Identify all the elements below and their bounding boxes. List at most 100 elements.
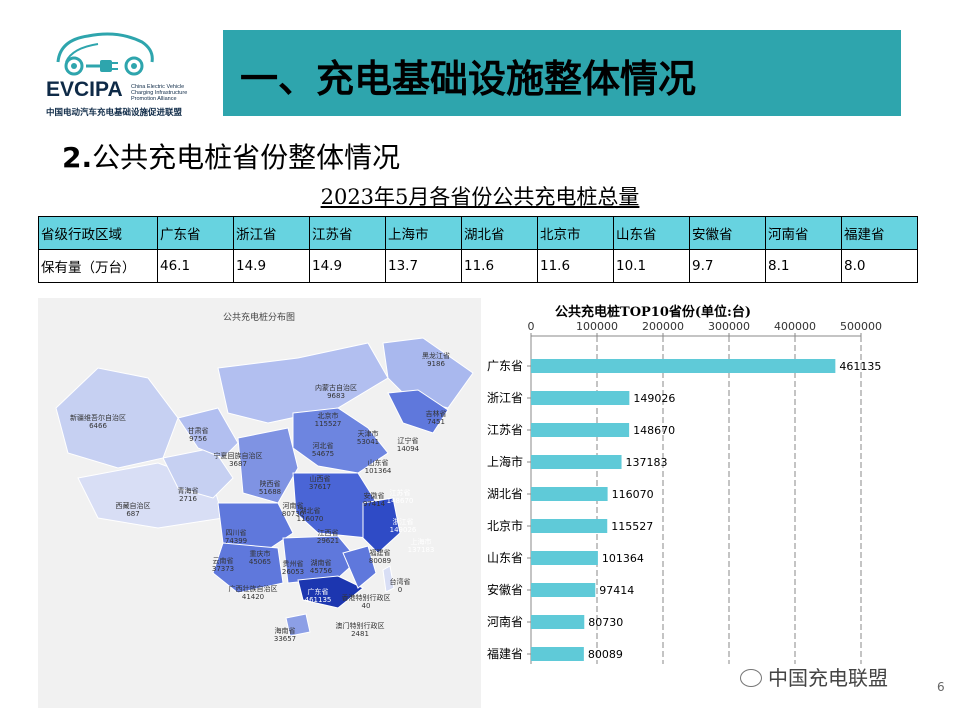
table-cell: 10.1 — [613, 249, 690, 283]
map-region-value: 2481 — [351, 630, 369, 638]
map-region-jilin-liaoning — [387, 389, 449, 434]
map-region-xinjiang — [55, 367, 179, 469]
chart-bar — [531, 519, 608, 533]
table-header-cell: 河南省 — [765, 216, 842, 250]
map-region-value: 14094 — [397, 445, 420, 453]
map-region-value: 33657 — [274, 635, 296, 643]
map-region-value: 45065 — [249, 558, 271, 566]
chart-value-label: 149026 — [633, 392, 675, 405]
chart-bar — [531, 391, 630, 405]
chart-value-label: 116070 — [612, 488, 654, 501]
map-panel: 公共充电桩分布图 黑龙江省 9186 吉林省 7451 辽宁省 14094 内蒙古自治区 96… — [38, 298, 481, 708]
subtitle-number: 2. — [62, 141, 93, 174]
map-region-value: 51688 — [259, 488, 281, 496]
chart-value-label: 80089 — [588, 648, 623, 661]
table-row: 保有量（万台） 46.1 14.9 14.9 13.7 11.6 11.6 10… — [38, 249, 918, 283]
table-header-cell: 省级行政区域 — [38, 216, 158, 250]
map-region-name: 辽宁省 — [398, 436, 419, 445]
map-region-name: 重庆市 — [250, 549, 271, 558]
chart-category-label: 浙江省 — [487, 391, 523, 405]
map-region-value: 101364 — [365, 467, 392, 475]
map-region-value: 37373 — [212, 565, 234, 573]
map-region-name: 香港特别行政区 — [342, 593, 391, 602]
table-cell: 13.7 — [385, 249, 462, 283]
map-region-value: 37617 — [309, 483, 331, 491]
map-region-value: 2716 — [179, 495, 197, 503]
logo — [38, 22, 208, 122]
map-region-fujian — [342, 545, 377, 589]
map-region-name: 海南省 — [275, 626, 296, 635]
table-cell: 46.1 — [157, 249, 234, 283]
chart-value-label: 137183 — [626, 456, 668, 469]
table-header-cell: 安徽省 — [689, 216, 766, 250]
top10-bar-chart: 公共充电桩TOP10省份(单位:台) 0 100000 200000 300000 40… — [487, 304, 882, 664]
table-cell: 11.6 — [537, 249, 614, 283]
page-number: 6 — [937, 680, 945, 694]
map-region-name: 天津市 — [358, 429, 379, 438]
map-region-value: 97414 — [363, 500, 386, 508]
chart-title: 公共充电桩TOP10省份(单位:台) — [555, 304, 751, 320]
map-region-hainan — [285, 613, 311, 637]
subtitle-text: 公共充电桩省份整体情况 — [92, 141, 401, 174]
table-cell: 9.7 — [689, 249, 766, 283]
chart-bar — [531, 487, 608, 501]
table-header-cell: 山东省 — [613, 216, 690, 250]
table-header-cell: 湖北省 — [461, 216, 538, 250]
watermark: 中国充电联盟 — [740, 662, 888, 691]
map-region-name: 江苏省 — [390, 488, 411, 497]
chart-category-label: 江苏省 — [487, 423, 523, 437]
map-region-zhejiang — [362, 497, 401, 554]
table-header-cell: 广东省 — [157, 216, 234, 250]
logo-brand: EVCIPA — [46, 78, 123, 101]
chart-category-label: 安徽省 — [487, 582, 523, 597]
map-region-name: 内蒙古自治区 — [315, 383, 357, 392]
map-region-name: 四川省 — [226, 528, 247, 537]
map-region-gansu — [177, 407, 239, 459]
chart-bar — [531, 583, 596, 597]
logo-chinese: 中国电动汽车充电基础设施促进联盟 — [46, 108, 183, 118]
map-region-name: 吉林省 — [426, 409, 447, 418]
map-region-value: 6466 — [89, 422, 107, 430]
table-title: 2023年5月各省份公共充电桩总量 — [0, 181, 960, 211]
chart-bar — [531, 551, 598, 565]
watermark-text: 中国充电联盟 — [768, 666, 888, 690]
table-cell: 保有量（万台） — [38, 249, 158, 283]
section-subtitle: 2.公共充电桩省份整体情况 — [62, 136, 400, 176]
chart-value-label: 80730 — [588, 616, 623, 629]
map-region-name: 上海市 — [411, 537, 432, 546]
map-region-value: 9683 — [327, 392, 345, 400]
chart-value-label: 148670 — [633, 424, 675, 437]
map-region-name: 山东省 — [368, 458, 389, 467]
map-region-value: 54675 — [312, 450, 334, 458]
map-region-south-central — [282, 535, 359, 584]
table-header-cell: 江苏省 — [309, 216, 386, 250]
map-region-name: 湖南省 — [311, 558, 332, 567]
table-header-row: 省级行政区域 广东省 浙江省 江苏省 上海市 湖北省 北京市 山东省 安徽省 河… — [38, 216, 918, 250]
map-region-sichuan — [217, 502, 294, 554]
map-region-southwest — [212, 542, 284, 594]
chart-bar — [531, 423, 630, 437]
map-region-guangdong — [297, 575, 364, 609]
map-region-name: 西藏自治区 — [116, 501, 151, 510]
map-region-value: 74399 — [225, 537, 247, 545]
table-cell: 14.9 — [309, 249, 386, 283]
table-cell: 8.1 — [765, 249, 842, 283]
chart-x-tick-label: 100000 — [576, 320, 618, 333]
chart-category-label: 福建省 — [487, 646, 523, 661]
map-region-name: 北京市 — [318, 411, 339, 420]
table-cell: 11.6 — [461, 249, 538, 283]
province-table: 省级行政区域 广东省 浙江省 江苏省 上海市 湖北省 北京市 山东省 安徽省 河… — [38, 216, 918, 283]
chart-value-label: 461135 — [839, 360, 881, 373]
map-region-name: 澳门特别行政区 — [336, 621, 385, 630]
map-region-name: 浙江省 — [393, 517, 414, 526]
car-plug-logo-icon — [56, 32, 154, 76]
map-region-heilongjiang — [382, 337, 474, 409]
table-header-cell: 福建省 — [841, 216, 918, 250]
table-cell: 8.0 — [841, 249, 918, 283]
map-region-value: 0 — [398, 586, 402, 594]
map-region-neimenggu — [217, 342, 389, 424]
map-region-name: 贵州省 — [283, 559, 304, 568]
map-region-value: 80089 — [369, 557, 391, 565]
